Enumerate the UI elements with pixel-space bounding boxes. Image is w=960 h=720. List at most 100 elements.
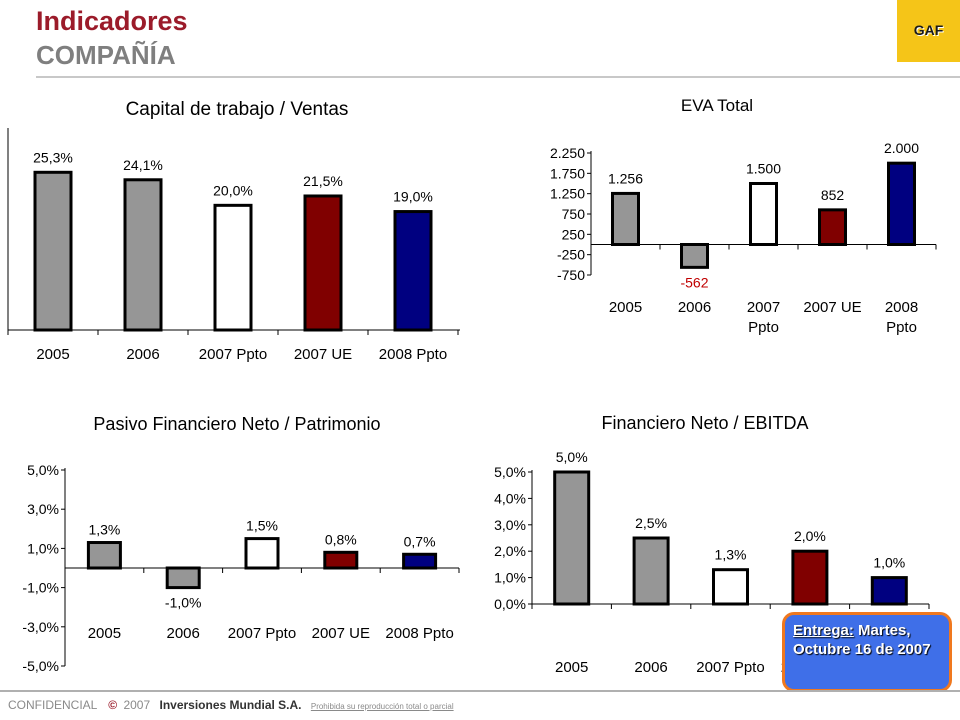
x-tick-label: 2008 Ppto — [379, 346, 447, 363]
y-tick-label: 1.750 — [550, 165, 585, 181]
y-tick-label: -750 — [557, 267, 585, 283]
chart-title: Capital de trabajo / Ventas — [126, 99, 349, 120]
footer-legal-link[interactable]: Prohibida su reproducción total o parcia… — [310, 702, 454, 711]
data-label: 20,0% — [213, 182, 253, 198]
data-label: 2,5% — [635, 515, 667, 531]
data-label: 1,3% — [88, 522, 120, 538]
x-tick-label: 2006 — [126, 346, 159, 363]
y-tick-label: 2.250 — [550, 145, 585, 161]
data-label: 1.256 — [608, 170, 643, 186]
y-tick-label: -3,0% — [22, 619, 59, 635]
bar — [33, 170, 73, 332]
bar — [244, 537, 280, 570]
gaf-badge: GAF — [897, 0, 960, 62]
delivery-callout-text: Entrega: Martes, Octubre 16 de 2007 — [793, 621, 941, 659]
x-tick-label: 2005 — [609, 299, 642, 316]
chart-capital-trabajo-ventas: Capital de trabajo / Ventas 25,3% 2005 24,1… — [7, 99, 460, 363]
data-label: 1,5% — [246, 518, 278, 534]
x-tick-label: 2007 Ppto — [228, 625, 296, 642]
y-tick-label: 1,0% — [494, 570, 526, 586]
bar — [712, 568, 749, 606]
copyright-symbol: © — [108, 698, 118, 712]
x-tick-label: 2007 Ppto — [747, 299, 780, 336]
x-tick-label: 2005 — [555, 659, 588, 676]
bar — [749, 182, 778, 246]
x-tick-label: 2007 UE — [803, 299, 861, 316]
x-tick-label: 2008 Ppto — [385, 625, 453, 642]
data-label: 21,5% — [303, 173, 343, 189]
data-label: -1,0% — [165, 595, 202, 611]
chart-title: Financiero Neto / EBITDA — [601, 413, 808, 433]
bar — [393, 210, 433, 332]
bar — [402, 552, 438, 570]
bar — [323, 550, 359, 570]
x-tick-label: 2006 — [678, 299, 711, 316]
chart-eva-total: EVA Total 2.250 1.750 1.250 750 250 -250 -750 1.… — [550, 96, 937, 336]
y-tick-label: 0,0% — [494, 596, 526, 612]
bar — [632, 536, 670, 606]
y-tick-label: 5,0% — [27, 462, 59, 478]
data-label: 1,0% — [873, 555, 905, 571]
data-label: 5,0% — [556, 449, 588, 465]
delivery-label: Entrega: — [793, 622, 854, 639]
x-tick-label: 2007 Ppto — [199, 346, 267, 363]
data-label: 25,3% — [33, 149, 73, 165]
page-subtitle: COMPAÑÍA — [36, 40, 176, 70]
footer-company: Inversiones Mundial S.A. — [159, 698, 302, 712]
y-tick-label: -1,0% — [22, 580, 59, 596]
bar — [791, 549, 829, 606]
footer: CONFIDENCIAL © 2007 Inversiones Mundial … — [8, 698, 454, 712]
bar — [818, 208, 847, 246]
footer-confidential: CONFIDENCIAL — [8, 698, 97, 712]
bar — [86, 541, 122, 570]
chart-pasivo-financiero-patrimonio: Pasivo Financiero Neto / Patrimonio 5,0% 3… — [22, 414, 460, 674]
footer-year: 2007 — [123, 698, 151, 712]
gaf-badge-label: GAF — [913, 22, 944, 38]
data-label: 2.000 — [884, 140, 919, 156]
delivery-callout: Entrega: Martes, Octubre 16 de 2007 — [782, 612, 952, 692]
data-label: 1.500 — [746, 161, 781, 177]
page-title: Indicadores — [36, 6, 188, 36]
y-tick-label: 1,0% — [27, 540, 59, 556]
y-tick-label: 3,0% — [494, 517, 526, 533]
y-tick-label: 750 — [562, 206, 586, 222]
data-label: 19,0% — [393, 189, 433, 205]
header-divider — [36, 76, 960, 78]
delivery-date: Martes, Octubre 16 de 2007 — [793, 622, 931, 658]
y-tick-label: 250 — [562, 226, 586, 242]
bar — [123, 178, 163, 332]
y-tick-label: 3,0% — [27, 501, 59, 517]
y-tick-label: -5,0% — [22, 658, 59, 674]
x-tick-label: 2005 — [36, 346, 69, 363]
y-tick-label: 1.250 — [550, 186, 585, 202]
bar — [680, 243, 709, 269]
bar — [303, 194, 343, 332]
data-label: 852 — [821, 187, 845, 203]
y-tick-label: -250 — [557, 247, 585, 263]
x-tick-label: 2007 UE — [312, 625, 370, 642]
bar — [553, 470, 591, 606]
data-label: 24,1% — [123, 157, 163, 173]
x-tick-label: 2007 Ppto — [696, 659, 764, 676]
data-label: 1,3% — [715, 547, 747, 563]
bar — [165, 566, 201, 590]
x-tick-label: 2006 — [167, 625, 200, 642]
chart-title: EVA Total — [681, 96, 753, 115]
data-label: 2,0% — [794, 528, 826, 544]
y-tick-label: 2,0% — [494, 543, 526, 559]
bar — [611, 191, 640, 246]
x-tick-label: 2005 — [88, 625, 121, 642]
data-label: 0,7% — [404, 533, 436, 549]
bar — [887, 161, 916, 246]
data-label: 0,8% — [325, 531, 357, 547]
x-tick-label: 2008 Ppto — [885, 299, 918, 336]
x-tick-label: 2007 UE — [294, 346, 352, 363]
bar — [870, 576, 908, 606]
bar — [213, 203, 253, 332]
data-label: -562 — [680, 274, 708, 290]
chart-title: Pasivo Financiero Neto / Patrimonio — [93, 414, 380, 434]
y-tick-label: 4,0% — [494, 490, 526, 506]
y-tick-label: 5,0% — [494, 464, 526, 480]
x-tick-label: 2006 — [634, 659, 667, 676]
chart-financiero-ebitda: Financiero Neto / EBITDA 5,0% 4,0% 3,0% 2,0%… — [494, 413, 930, 676]
